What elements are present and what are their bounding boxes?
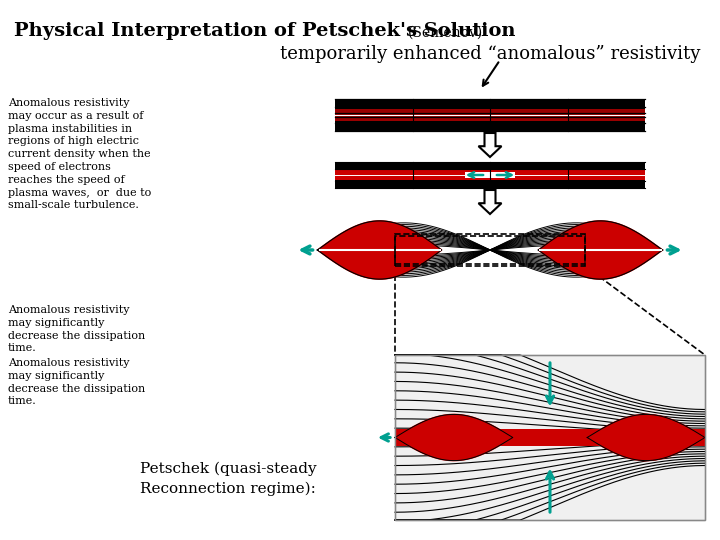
Text: temporarily enhanced “anomalous” resistivity: temporarily enhanced “anomalous” resisti… xyxy=(280,45,700,63)
Text: Anomalous resistivity
may significantly
decrease the dissipation
time.: Anomalous resistivity may significantly … xyxy=(8,358,145,407)
Text: Physical Interpretation of Petschek's Solution: Physical Interpretation of Petschek's So… xyxy=(14,22,516,40)
Text: Petschek (quasi-steady
Reconnection regime):: Petschek (quasi-steady Reconnection regi… xyxy=(140,462,317,496)
Polygon shape xyxy=(318,221,441,279)
Polygon shape xyxy=(395,414,513,461)
Bar xyxy=(335,162,645,188)
Bar xyxy=(335,109,645,121)
Bar xyxy=(335,170,645,180)
Bar xyxy=(395,355,705,520)
Polygon shape xyxy=(479,133,502,157)
Bar xyxy=(395,234,585,266)
Bar xyxy=(395,236,585,264)
Text: (Semenov): (Semenov) xyxy=(408,26,483,40)
Polygon shape xyxy=(588,414,705,461)
Text: Anomalous resistivity
may occur as a result of
plasma instabilities in
regions o: Anomalous resistivity may occur as a res… xyxy=(8,98,151,211)
Bar xyxy=(335,99,645,131)
Text: Anomalous resistivity
may significantly
decrease the dissipation
time.: Anomalous resistivity may significantly … xyxy=(8,305,145,353)
Bar xyxy=(395,429,705,445)
Polygon shape xyxy=(539,221,662,279)
Polygon shape xyxy=(479,190,502,214)
Bar xyxy=(395,355,705,520)
Bar xyxy=(465,172,515,178)
